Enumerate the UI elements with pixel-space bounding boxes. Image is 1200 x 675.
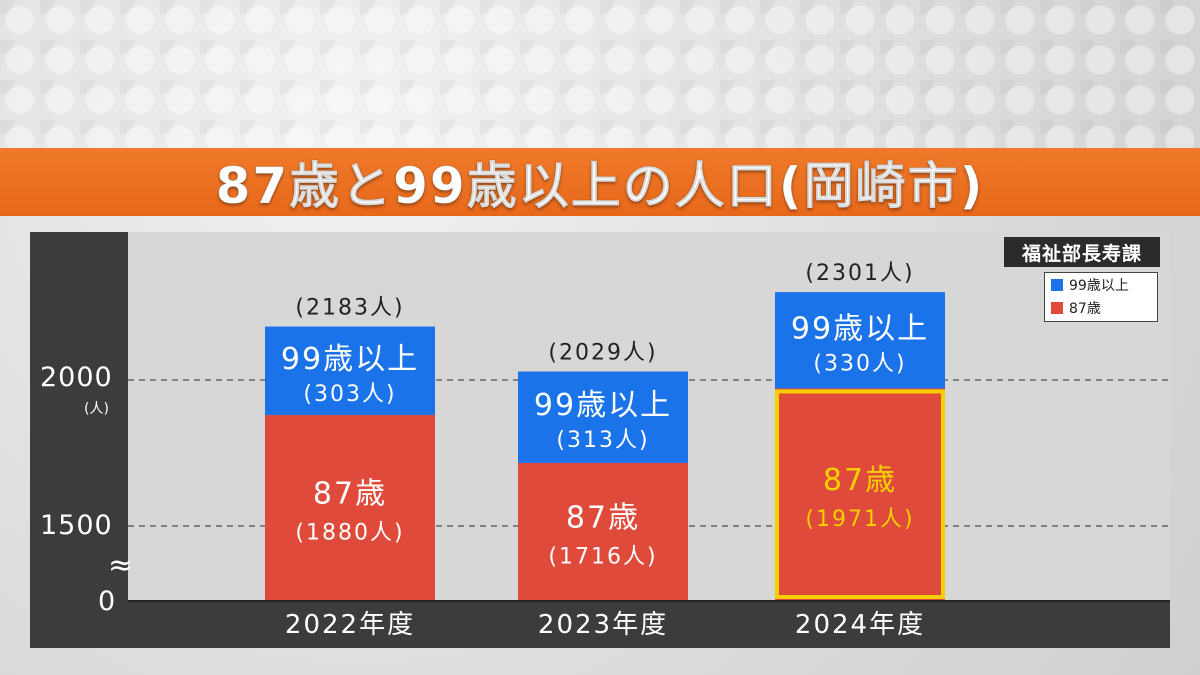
bar-99-2024年度 — [775, 292, 945, 389]
label-99-value-0: (303人) — [303, 382, 396, 407]
y-axis-panel — [30, 232, 128, 648]
highlight-frame — [775, 389, 945, 599]
label-99-name-1: 99歳以上 — [534, 388, 672, 423]
title-band: 87歳と99歳以上の人口(岡崎市) — [0, 148, 1200, 216]
x-tick-label-2023: 2023年度 — [537, 610, 669, 640]
y-tick-label-0: 0 — [98, 586, 117, 617]
bar-87-2024年度 — [775, 388, 945, 600]
chart-title: 87歳と99歳以上の人口(岡崎市) — [215, 157, 985, 216]
label-87-value-2: (1971人) — [805, 507, 914, 532]
bar-87-2023年度 — [518, 462, 688, 600]
label-99-value-1: (313人) — [556, 428, 649, 453]
legend-swatch-99 — [1051, 278, 1063, 291]
y-unit-label: (人) — [84, 401, 109, 417]
axis-break-icon: ≈ — [108, 548, 134, 583]
total-label-2: (2301人) — [805, 261, 914, 286]
legend-swatch-87 — [1051, 301, 1063, 314]
bar-87-2022年度 — [265, 415, 435, 600]
label-87-value-1: (1716人) — [548, 544, 657, 569]
y-tick-label-2000: 2000 — [40, 362, 113, 393]
legend-item-99: 99歳以上 — [1045, 273, 1157, 296]
legend-label-99: 99歳以上 — [1069, 277, 1129, 294]
label-87-name-2: 87歳 — [823, 463, 897, 498]
legend-item-87: 87歳 — [1045, 296, 1157, 319]
label-99-name-2: 99歳以上 — [791, 311, 929, 346]
bar-99-2023年度 — [518, 371, 688, 463]
label-87-name-0: 87歳 — [313, 477, 387, 512]
label-99-value-2: (330人) — [813, 351, 906, 376]
x-tick-label-2022: 2022年度 — [284, 610, 416, 640]
total-label-0: (2183人) — [295, 296, 404, 321]
x-axis-panel — [30, 602, 1170, 648]
label-87-name-1: 87歳 — [566, 500, 640, 535]
legend: 99歳以上 87歳 — [1044, 272, 1158, 322]
legend-label-87: 87歳 — [1069, 300, 1101, 317]
bar-99-2022年度 — [265, 326, 435, 416]
x-tick-label-2024: 2024年度 — [794, 610, 926, 640]
background-pattern — [0, 0, 1200, 150]
y-tick-label-1500: 1500 — [40, 510, 113, 541]
source-label: 福祉部長寿課 — [1004, 237, 1160, 267]
label-87-value-0: (1880人) — [295, 521, 404, 546]
label-99-name-0: 99歳以上 — [281, 342, 419, 377]
total-label-1: (2029人) — [548, 341, 657, 366]
